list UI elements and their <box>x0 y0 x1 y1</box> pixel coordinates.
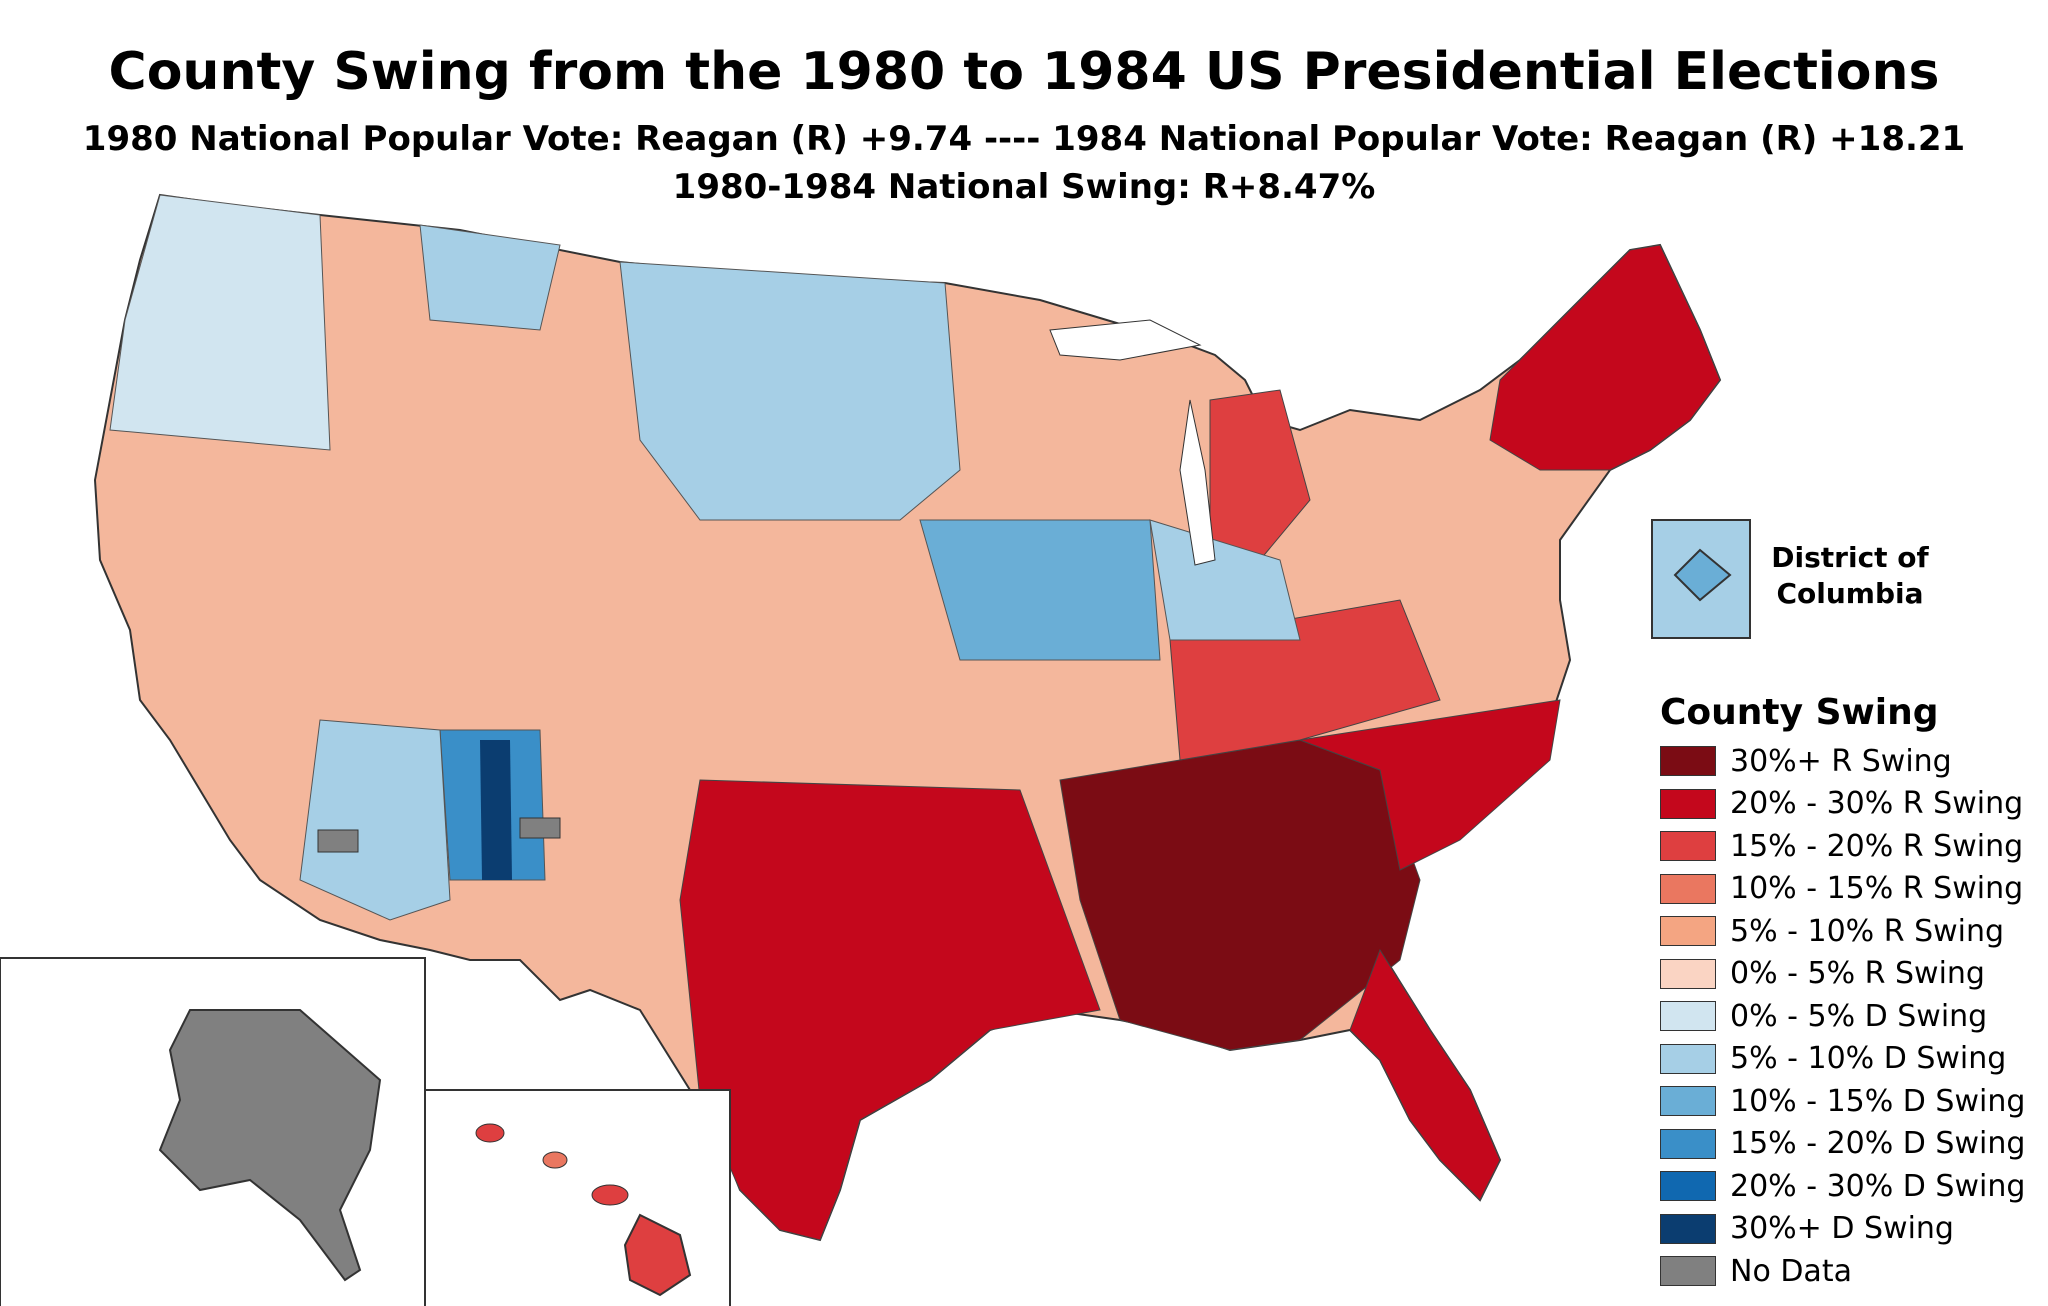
legend-item: 10% - 15% D Swing <box>1660 1080 2040 1123</box>
dc-label-line-1: District of <box>1771 541 1929 574</box>
hawaii-oahu <box>542 1151 568 1169</box>
region-arizona <box>299 719 451 921</box>
legend-label: 5% - 10% R Swing <box>1730 913 2005 949</box>
legend-label: 5% - 10% D Swing <box>1730 1041 2007 1077</box>
legend-item: 20% - 30% R Swing <box>1660 783 2040 826</box>
legend-label: 20% - 30% R Swing <box>1730 786 2024 822</box>
map-subtitle-national-swing: 1980-1984 National Swing: R+8.47% <box>672 167 1376 207</box>
legend-swatch <box>1660 1086 1716 1117</box>
hawaii-maui <box>591 1184 629 1206</box>
legend-item: 30%+ D Swing <box>1660 1208 2040 1251</box>
region-nm-dark <box>480 740 512 880</box>
region-midwest-mid <box>1149 519 1301 641</box>
legend-item: 30%+ R Swing <box>1660 740 2040 783</box>
lake-superior <box>1049 319 1202 361</box>
legend-label: 0% - 5% D Swing <box>1730 998 1988 1034</box>
legend-title: County Swing <box>1660 692 1939 733</box>
legend-label: 10% - 15% D Swing <box>1730 1083 2026 1119</box>
legend-swatch <box>1660 788 1716 819</box>
legend-label: 20% - 30% D Swing <box>1730 1168 2026 1204</box>
legend-item: 0% - 5% D Swing <box>1660 995 2040 1038</box>
legend-item: 15% - 20% D Swing <box>1660 1123 2040 1166</box>
legend-swatch <box>1660 916 1716 947</box>
region-florida <box>1349 948 1501 1201</box>
legend-swatch <box>1660 831 1716 862</box>
region-northern-plains <box>619 261 961 521</box>
region-montana-north <box>419 224 561 331</box>
legend-swatch <box>1660 958 1716 989</box>
map-title: County Swing from the 1980 to 1984 US Pr… <box>108 42 1940 102</box>
region-carolinas <box>1298 699 1561 871</box>
no-data-patch-1 <box>317 829 359 853</box>
legend-item: 10% - 15% R Swing <box>1660 868 2040 911</box>
legend-label: 0% - 5% R Swing <box>1730 956 1985 992</box>
no-data-patch-2 <box>519 817 561 839</box>
region-new-england <box>1489 244 1721 471</box>
legend-item: 15% - 20% R Swing <box>1660 825 2040 868</box>
legend-label: 10% - 15% R Swing <box>1730 871 2024 907</box>
legend-item: 5% - 10% R Swing <box>1660 910 2040 953</box>
legend-swatch <box>1660 1171 1716 1202</box>
legend-swatch <box>1660 1256 1716 1287</box>
dc-label: District of Columbia <box>1760 540 1940 612</box>
legend-item: 5% - 10% D Swing <box>1660 1038 2040 1081</box>
legend-swatch <box>1660 746 1716 777</box>
legend-label: 30%+ D Swing <box>1730 1211 1954 1247</box>
hawaii-kauai <box>475 1123 505 1143</box>
legend-label: 15% - 20% R Swing <box>1730 828 2024 864</box>
legend-swatch <box>1660 1043 1716 1074</box>
region-iowa <box>919 519 1161 661</box>
legend-item: No Data <box>1660 1250 2040 1293</box>
region-pacific-northwest <box>109 194 331 451</box>
legend-label: 15% - 20% D Swing <box>1730 1126 2026 1162</box>
legend-swatch <box>1660 873 1716 904</box>
dc-shape <box>1673 548 1732 602</box>
hawaii-big-island <box>623 1213 692 1297</box>
legend-label: 30%+ R Swing <box>1730 743 1952 779</box>
map-subtitle-popular-vote: 1980 National Popular Vote: Reagan (R) +… <box>82 119 1966 159</box>
dc-label-line-2: Columbia <box>1776 577 1924 610</box>
legend-swatch <box>1660 1001 1716 1032</box>
lake-michigan <box>1179 399 1216 566</box>
alaska-shape <box>158 1009 382 1282</box>
legend-item: 20% - 30% D Swing <box>1660 1165 2040 1208</box>
legend-swatch <box>1660 1213 1716 1244</box>
region-texas-oklahoma <box>679 779 1101 1241</box>
legend-label: No Data <box>1730 1253 1852 1289</box>
legend-item: 0% - 5% R Swing <box>1660 953 2040 996</box>
legend: County Swing 30%+ R Swing 20% - 30% R Swi… <box>1660 690 2040 1293</box>
legend-swatch <box>1660 1128 1716 1159</box>
